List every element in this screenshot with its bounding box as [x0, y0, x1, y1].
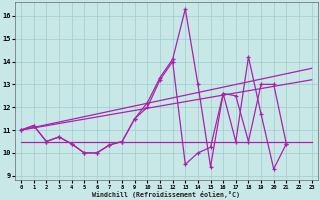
X-axis label: Windchill (Refroidissement éolien,°C): Windchill (Refroidissement éolien,°C)	[92, 191, 240, 198]
